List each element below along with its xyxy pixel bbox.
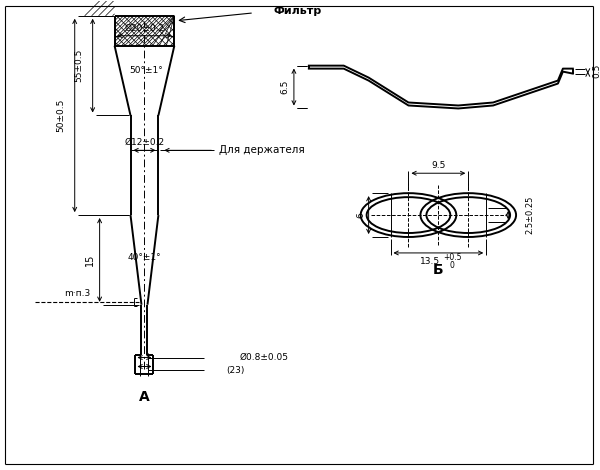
- Text: Б: Б: [433, 263, 443, 277]
- Text: Фильтр: Фильтр: [274, 6, 322, 16]
- Text: 13.5: 13.5: [421, 258, 440, 266]
- Text: 2.5±0.25: 2.5±0.25: [526, 196, 535, 234]
- Text: 15: 15: [85, 254, 95, 266]
- Text: 40°±1°: 40°±1°: [128, 253, 161, 262]
- Text: 0.5: 0.5: [592, 64, 600, 78]
- Text: +0.5: +0.5: [443, 253, 461, 262]
- Text: Ø12±0.2: Ø12±0.2: [124, 138, 164, 147]
- Text: 6.5: 6.5: [280, 80, 289, 94]
- Text: Ø0.8±0.05: Ø0.8±0.05: [239, 353, 288, 362]
- Text: 9.5: 9.5: [431, 161, 446, 170]
- Text: m·п.3: m·п.3: [65, 289, 91, 298]
- Text: 0: 0: [450, 261, 455, 270]
- Text: Ø20±0.2: Ø20±0.2: [124, 24, 164, 33]
- Text: А: А: [139, 391, 150, 404]
- Text: (23): (23): [226, 366, 245, 375]
- Text: 50°±1°: 50°±1°: [130, 66, 163, 75]
- Text: Для держателя: Для держателя: [219, 145, 305, 155]
- Text: 50±0.5: 50±0.5: [56, 99, 65, 132]
- Text: 6: 6: [356, 212, 365, 218]
- Text: 55±0.5: 55±0.5: [74, 49, 83, 82]
